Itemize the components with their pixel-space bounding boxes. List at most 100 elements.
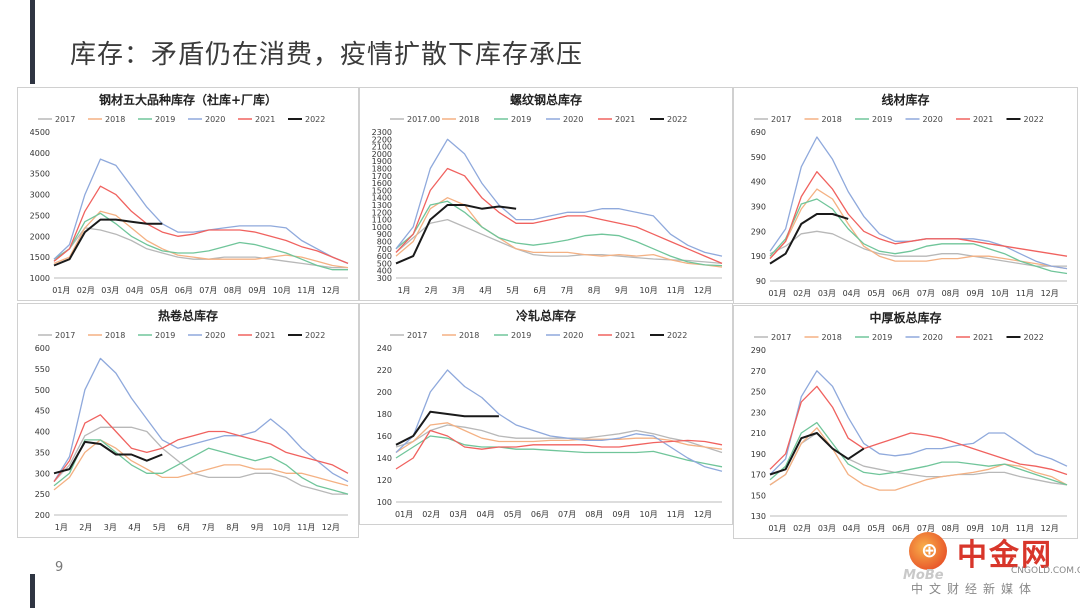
x-tick-label: 09月 bbox=[966, 524, 984, 533]
chart-svg: 冷轧总库存 2017 2018 2019 2020 2021 2022 100 120 140 16… bbox=[377, 308, 723, 519]
series-line-2019 bbox=[395, 200, 723, 267]
y-tick-label: 400 bbox=[377, 267, 392, 276]
series-line-2021 bbox=[769, 171, 1068, 260]
x-tick-label: 09月 bbox=[966, 289, 984, 298]
legend-label: 2019 bbox=[155, 331, 175, 340]
x-tick-label: 12月 bbox=[694, 510, 712, 519]
series-line-2022 bbox=[769, 432, 865, 476]
legend-label: 2018 bbox=[459, 115, 479, 124]
x-tick-label: 6月 bbox=[533, 286, 546, 295]
x-tick-label: 12月 bbox=[322, 523, 340, 532]
x-tick-label: 10月 bbox=[991, 289, 1009, 298]
series-line-2022 bbox=[395, 410, 499, 446]
x-tick-label: 04月 bbox=[477, 510, 495, 519]
x-tick-label: 01月 bbox=[395, 510, 413, 519]
x-tick-label: 1月 bbox=[55, 523, 68, 532]
x-tick-label: 04月 bbox=[843, 524, 861, 533]
y-tick-label: 1500 bbox=[30, 253, 50, 262]
x-tick-label: 06月 bbox=[892, 289, 910, 298]
series-line-2018 bbox=[53, 210, 349, 269]
watermark-mark: MoBe bbox=[903, 568, 944, 583]
series-line-2019 bbox=[53, 439, 349, 495]
x-tick-label: 4月 bbox=[479, 286, 492, 295]
legend-label: 2018 bbox=[105, 115, 125, 124]
y-tick-label: 590 bbox=[751, 153, 766, 162]
legend-label: 2022 bbox=[1024, 333, 1044, 342]
chart-panel-medium-plate: 中厚板总库存 2017 2018 2019 2020 2021 2022 130 150 170 1… bbox=[733, 305, 1078, 539]
series-line-2018 bbox=[395, 422, 723, 454]
legend-label: 2021 bbox=[973, 333, 993, 342]
y-tick-label: 1400 bbox=[372, 194, 392, 203]
x-tick-label: 7月 bbox=[202, 523, 215, 532]
chart-panel-rebar: 螺纹钢总库存 2017.00 2018 2019 2020 2021 2022 300 400 5… bbox=[359, 87, 733, 301]
legend-label: 2021 bbox=[255, 331, 275, 340]
y-tick-label: 170 bbox=[751, 471, 766, 480]
x-tick-label: 12月 bbox=[694, 286, 712, 295]
y-tick-label: 900 bbox=[377, 230, 392, 239]
watermark: ⊕ 中金网 MoBe CNGOLD.COM.CN 中文财经新媒体 bbox=[901, 530, 1080, 598]
chart-title: 线材库存 bbox=[881, 92, 929, 107]
legend-label: 2019 bbox=[872, 115, 892, 124]
y-tick-label: 690 bbox=[751, 128, 766, 137]
x-tick-label: 11月 bbox=[297, 286, 315, 295]
x-tick-label: 2月 bbox=[425, 286, 438, 295]
x-tick-label: 3月 bbox=[104, 523, 117, 532]
series-line-2019 bbox=[769, 198, 1068, 275]
x-tick-label: 10月 bbox=[640, 286, 658, 295]
y-tick-label: 2200 bbox=[372, 135, 392, 144]
bottom-accent-bar bbox=[30, 574, 35, 608]
x-tick-label: 05月 bbox=[867, 524, 885, 533]
chart-panel-hot-rolled-coil: 热卷总库存 2017 2018 2019 2020 2021 2022 200 250 300 35… bbox=[17, 303, 359, 538]
watermark-url: CNGOLD.COM.CN bbox=[1011, 566, 1080, 576]
y-tick-label: 1600 bbox=[372, 179, 392, 188]
x-tick-label: 12月 bbox=[1041, 289, 1059, 298]
y-tick-label: 230 bbox=[751, 408, 766, 417]
x-tick-label: 1月 bbox=[398, 286, 411, 295]
series-line-2017 bbox=[53, 426, 348, 495]
y-tick-label: 160 bbox=[377, 432, 392, 441]
x-tick-label: 04月 bbox=[843, 289, 861, 298]
y-tick-label: 250 bbox=[751, 388, 766, 397]
x-tick-label: 3月 bbox=[452, 286, 465, 295]
chart-title: 钢材五大品种库存（社库+厂库） bbox=[99, 92, 277, 107]
series-line-2022 bbox=[769, 213, 849, 265]
y-tick-label: 550 bbox=[35, 365, 50, 374]
series-line-2018 bbox=[53, 439, 349, 491]
y-tick-label: 400 bbox=[35, 428, 50, 437]
series-line-2021 bbox=[53, 185, 349, 265]
legend-label: 2017 bbox=[55, 115, 75, 124]
y-tick-label: 800 bbox=[377, 238, 392, 247]
series-line-2019 bbox=[769, 421, 1068, 486]
watermark-slogan: 中文财经新媒体 bbox=[911, 582, 1038, 596]
y-tick-label: 450 bbox=[35, 407, 50, 416]
y-tick-label: 4000 bbox=[30, 149, 50, 158]
x-tick-label: 12月 bbox=[322, 286, 340, 295]
x-tick-label: 5月 bbox=[506, 286, 519, 295]
y-tick-label: 390 bbox=[751, 203, 766, 212]
series-line-2017 bbox=[769, 432, 1068, 486]
legend-label: 2020 bbox=[563, 115, 583, 124]
y-tick-label: 90 bbox=[756, 277, 766, 286]
y-tick-label: 1100 bbox=[372, 216, 392, 225]
x-tick-label: 08月 bbox=[942, 524, 960, 533]
y-tick-label: 250 bbox=[35, 490, 50, 499]
y-tick-label: 1500 bbox=[372, 186, 392, 195]
x-tick-label: 8月 bbox=[588, 286, 601, 295]
y-tick-label: 2500 bbox=[30, 211, 50, 220]
y-tick-label: 190 bbox=[751, 450, 766, 459]
series-line-2021 bbox=[769, 385, 1068, 476]
x-tick-label: 08月 bbox=[224, 286, 242, 295]
legend-label: 2017 bbox=[771, 333, 791, 342]
x-tick-label: 10月 bbox=[991, 524, 1009, 533]
legend-label: 2021 bbox=[615, 115, 635, 124]
legend-label: 2017.00 bbox=[407, 115, 440, 124]
chart-legend: 2017 2018 2019 2020 2021 2022 bbox=[38, 115, 325, 124]
legend-label: 2020 bbox=[923, 115, 943, 124]
y-tick-label: 140 bbox=[377, 454, 392, 463]
chart-svg: 线材库存 2017 2018 2019 2020 2021 2022 90 190 290 390 4… bbox=[751, 92, 1068, 298]
legend-label: 2017 bbox=[407, 331, 427, 340]
y-tick-label: 1200 bbox=[372, 208, 392, 217]
y-tick-label: 2100 bbox=[372, 143, 392, 152]
chart-title: 螺纹钢总库存 bbox=[510, 92, 582, 107]
series-line-2017 bbox=[53, 227, 348, 269]
